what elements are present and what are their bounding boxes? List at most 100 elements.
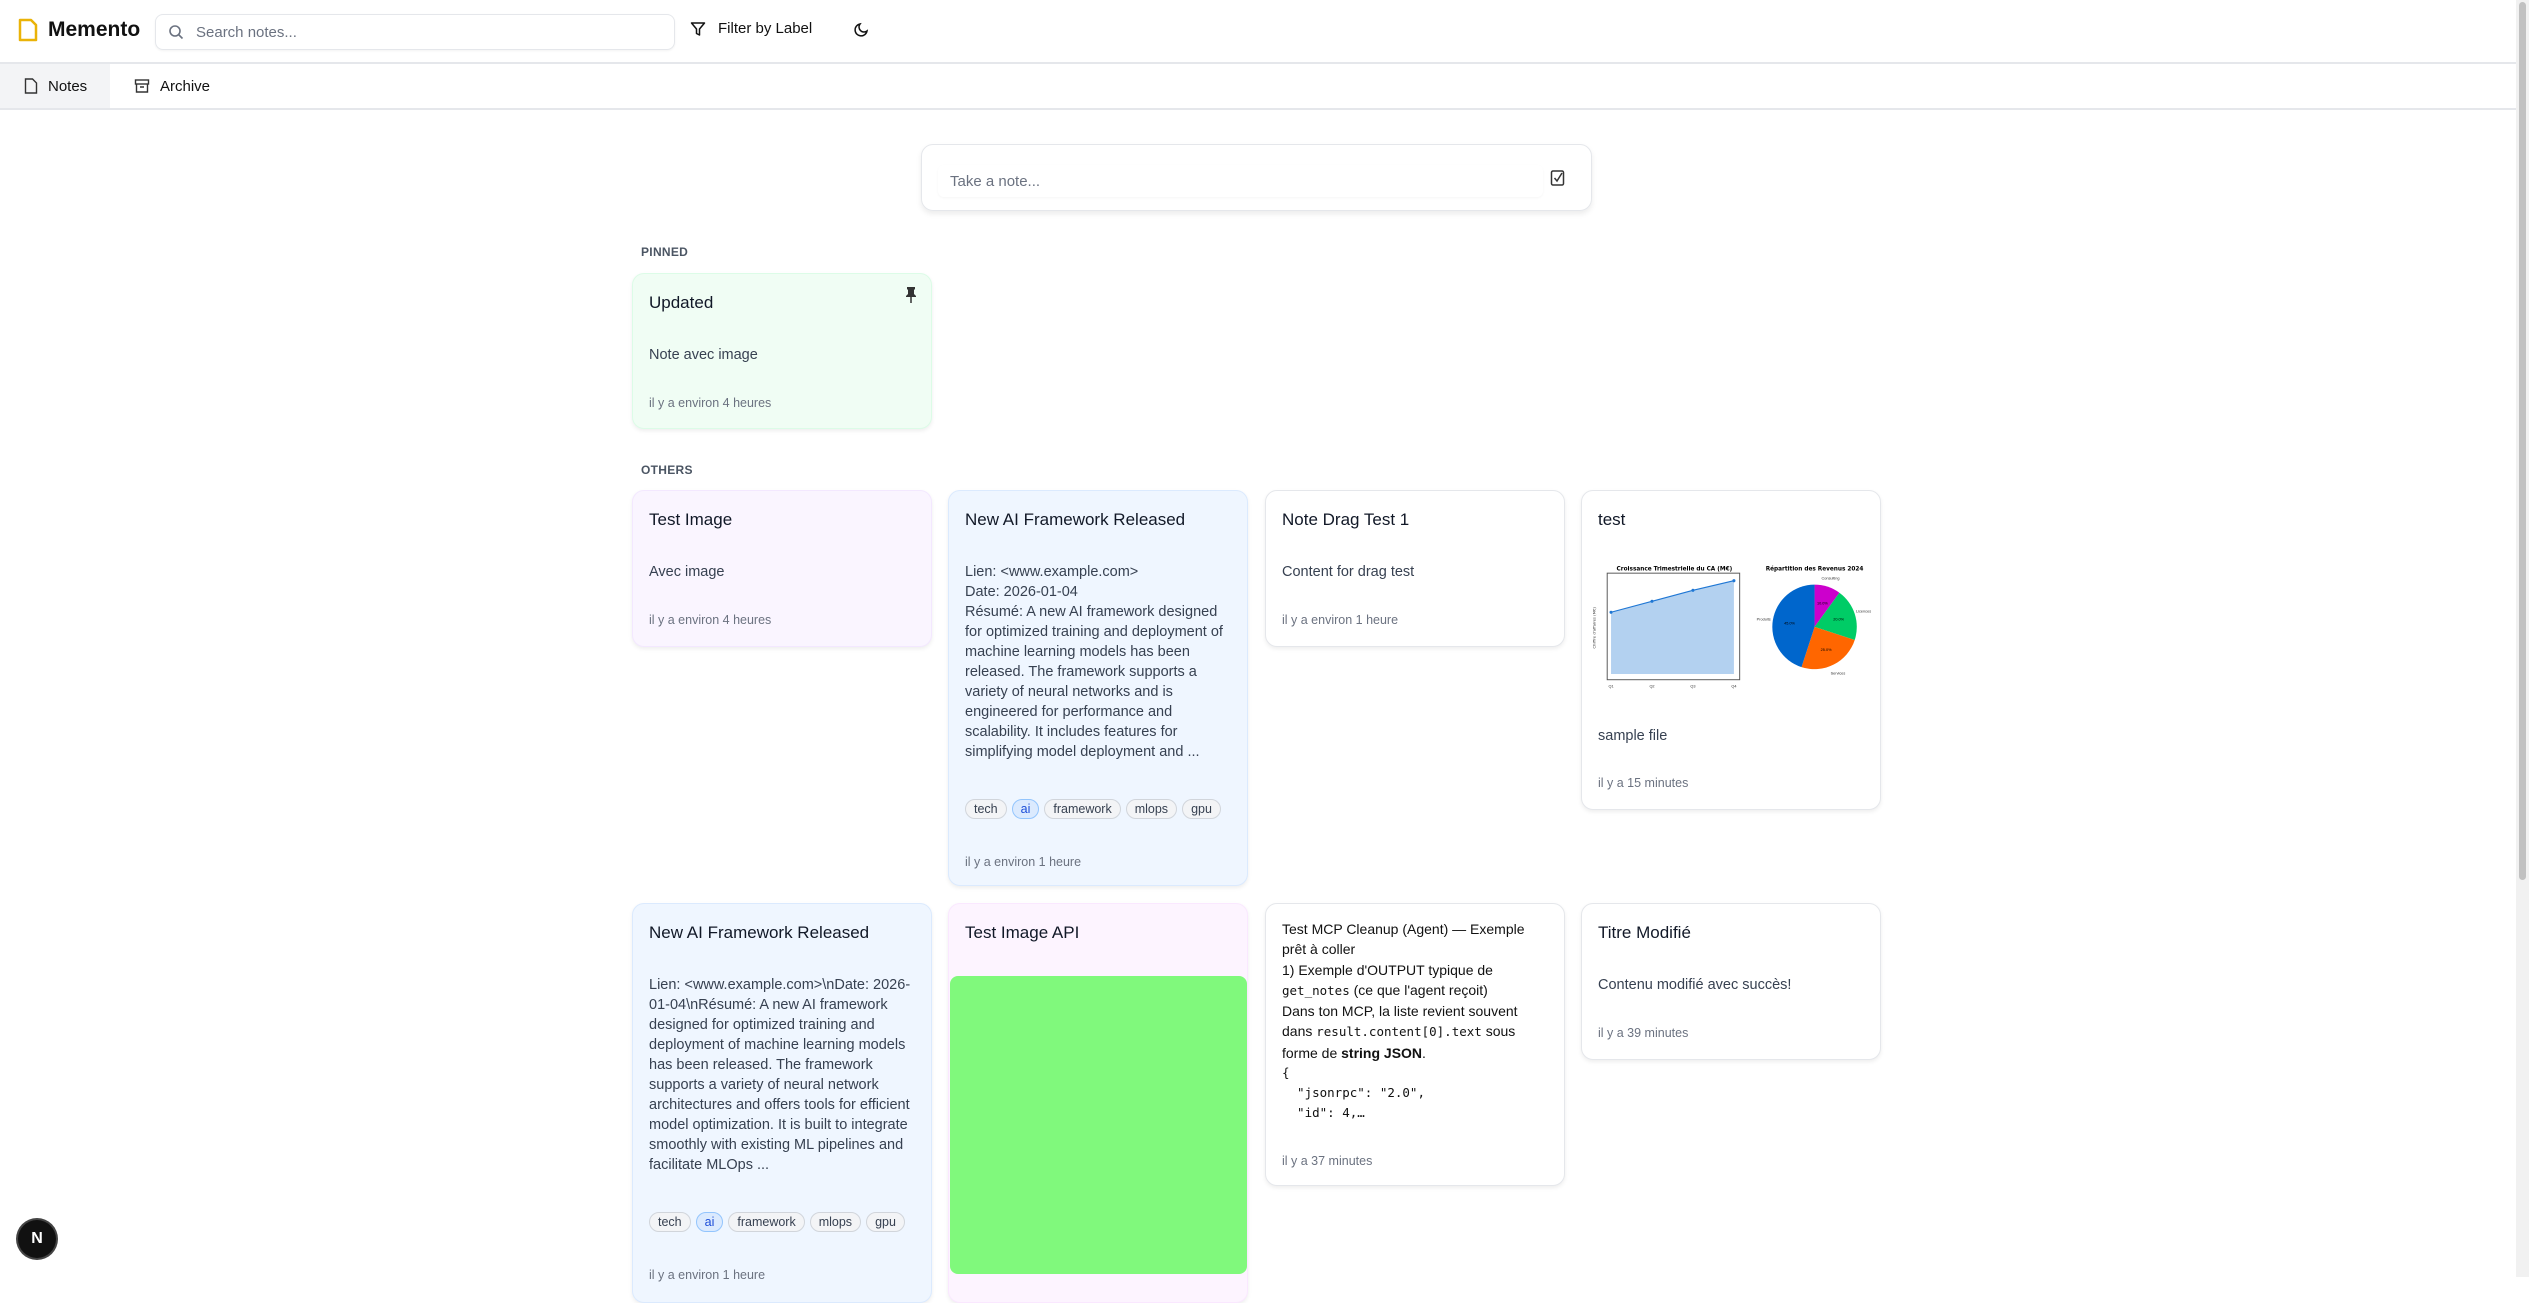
code-line: {: [1282, 1065, 1290, 1081]
note-body: Avec image: [649, 564, 725, 580]
data-point: [1691, 588, 1695, 592]
scrollbar-thumb[interactable]: [2519, 2, 2526, 880]
note-composer: [921, 144, 1592, 211]
pie-slice: [1801, 626, 1855, 670]
text: (ce que l'agent reçoit): [1349, 981, 1488, 998]
filter-by-label-button[interactable]: Filter by Label: [690, 20, 812, 37]
text: Dans ton MCP, la liste revient souvent d…: [1282, 1003, 1518, 1040]
filter-icon: [690, 21, 706, 36]
pie-pct-label: 25.0%: [1821, 648, 1832, 652]
pie-slice: [1814, 592, 1857, 640]
x-tick-label: Q4: [1731, 684, 1737, 688]
tag[interactable]: ai: [695, 1212, 724, 1232]
code-line: "jsonrpc": "2.0",: [1282, 1085, 1425, 1101]
note-summary: Résumé: A new AI framework designed for …: [965, 604, 1223, 760]
tag[interactable]: ai: [1011, 799, 1040, 819]
x-tick-label: Q1: [1608, 684, 1613, 688]
note-card[interactable]: New AI Framework Released Lien: <www.exa…: [632, 903, 932, 1303]
app-name: Memento: [48, 18, 141, 41]
pin-icon[interactable]: [905, 286, 917, 304]
tag[interactable]: gpu: [1182, 799, 1221, 819]
x-tick-label: Q2: [1649, 684, 1654, 688]
filter-label: Filter by Label: [718, 20, 813, 37]
tag[interactable]: gpu: [866, 1212, 905, 1232]
note-timestamp: il y a environ 1 heure: [649, 1268, 766, 1282]
tag[interactable]: framework: [1044, 799, 1121, 819]
note-image-charts[interactable]: Croissance Trimestrielle du CA (M€) Répa…: [1588, 553, 1876, 697]
pie-slice: [1814, 584, 1840, 627]
note-date-line: Date: 2026-01-04: [965, 584, 1078, 600]
tab-archive[interactable]: Archive: [134, 64, 210, 108]
search-input[interactable]: [196, 23, 636, 41]
tag[interactable]: tech: [965, 799, 1007, 819]
pinned-section-label: PINNED: [641, 245, 689, 259]
note-card[interactable]: Titre Modifié Contenu modifié avec succè…: [1581, 903, 1881, 1060]
data-point: [1650, 599, 1654, 603]
pie-pct-label: 20.0%: [1833, 618, 1844, 622]
note-body: Note avec image: [649, 347, 758, 363]
tag[interactable]: mlops: [1125, 799, 1178, 819]
data-point: [1732, 579, 1736, 583]
scrollbar[interactable]: [2516, 0, 2529, 1277]
note-timestamp: il y a 39 minutes: [1598, 1026, 1689, 1040]
note-card[interactable]: Test Image API: [948, 903, 1248, 1303]
note-card[interactable]: test Croissance Trimestrielle du CA (M€)…: [1581, 490, 1881, 810]
top-header: Memento Filter by Label: [0, 0, 2516, 64]
note-title: Test Image API: [965, 923, 1080, 942]
pie-slice-label: Consulting: [1821, 576, 1839, 580]
pie-chart-title: Répartition des Revenus 2024: [1766, 565, 1864, 572]
tab-bar: Notes Archive: [0, 64, 2516, 110]
tab-notes[interactable]: Notes: [0, 64, 110, 108]
note-timestamp: il y a environ 4 heures: [649, 396, 772, 410]
pie-slice-label: Produits: [1757, 617, 1771, 621]
note-card[interactable]: Test Image Avec image il y a environ 4 h…: [632, 490, 932, 647]
tag[interactable]: tech: [649, 1212, 691, 1232]
tag-list: tech ai framework mlops gpu: [649, 1212, 905, 1232]
others-section-label: OTHERS: [641, 463, 693, 477]
note-card[interactable]: New AI Framework Released Lien: <www.exa…: [948, 490, 1248, 886]
note-body: sample file: [1598, 728, 1668, 744]
note-title: Test Image: [649, 510, 733, 529]
tag-list: tech ai framework mlops gpu: [965, 799, 1221, 819]
dev-tools-button[interactable]: N: [18, 1220, 56, 1258]
note-card[interactable]: Note Drag Test 1 Content for drag test i…: [1265, 490, 1565, 647]
line-series: [1610, 580, 1735, 613]
code-line: "id": 4,…: [1282, 1105, 1365, 1121]
note-body: Lien: <www.example.com>\nDate: 2026-01-0…: [649, 977, 911, 1173]
note-card[interactable]: Test MCP Cleanup (Agent) — Exemple prêt …: [1265, 903, 1565, 1186]
tab-notes-label: Notes: [48, 77, 88, 95]
note-body: Content for drag test: [1282, 564, 1415, 580]
text: sous forme de: [1282, 1023, 1516, 1061]
search-box[interactable]: [155, 14, 675, 50]
inline-code: result.content[0].text: [1316, 1024, 1482, 1040]
note-title: Titre Modifié: [1598, 923, 1691, 942]
note-image[interactable]: [950, 976, 1247, 1274]
note-link-line: Lien: <www.example.com>: [965, 564, 1139, 580]
note-title: New AI Framework Released: [965, 510, 1186, 529]
bold-text: string JSON: [1341, 1044, 1423, 1061]
tab-archive-label: Archive: [160, 77, 211, 95]
inline-code: get_notes: [1282, 982, 1350, 998]
app-logo[interactable]: Memento: [18, 18, 140, 42]
moon-icon[interactable]: [851, 22, 869, 40]
note-title: New AI Framework Released: [649, 923, 870, 942]
pie-slice-label: Licences: [1856, 609, 1871, 613]
tag[interactable]: mlops: [809, 1212, 862, 1232]
pie-slice-label: Services: [1831, 671, 1846, 675]
note-timestamp: il y a environ 1 heure: [1282, 613, 1399, 627]
note-title: test: [1598, 510, 1626, 529]
note-card[interactable]: Updated Note avec image il y a environ 4…: [632, 273, 932, 429]
note-body: Lien: <www.example.com> Date: 2026-01-04…: [965, 562, 1231, 762]
note-heading: Test MCP Cleanup (Agent) — Exemple prêt …: [1282, 921, 1525, 958]
search-icon: [169, 25, 184, 40]
line-chart-ylabel: Chiffre d'affaires (M€): [1592, 607, 1597, 649]
checkbox-icon[interactable]: [1550, 169, 1566, 187]
text: 1) Exemple d'OUTPUT typique de: [1282, 961, 1493, 978]
note-file-icon: [18, 18, 38, 42]
line-chart-title: Croissance Trimestrielle du CA (M€): [1617, 566, 1733, 572]
tag[interactable]: framework: [728, 1212, 805, 1232]
text: .: [1422, 1044, 1426, 1061]
note-body: Contenu modifié avec succès!: [1598, 977, 1792, 993]
note-title: Updated: [649, 293, 714, 312]
take-note-input[interactable]: [938, 165, 1543, 197]
